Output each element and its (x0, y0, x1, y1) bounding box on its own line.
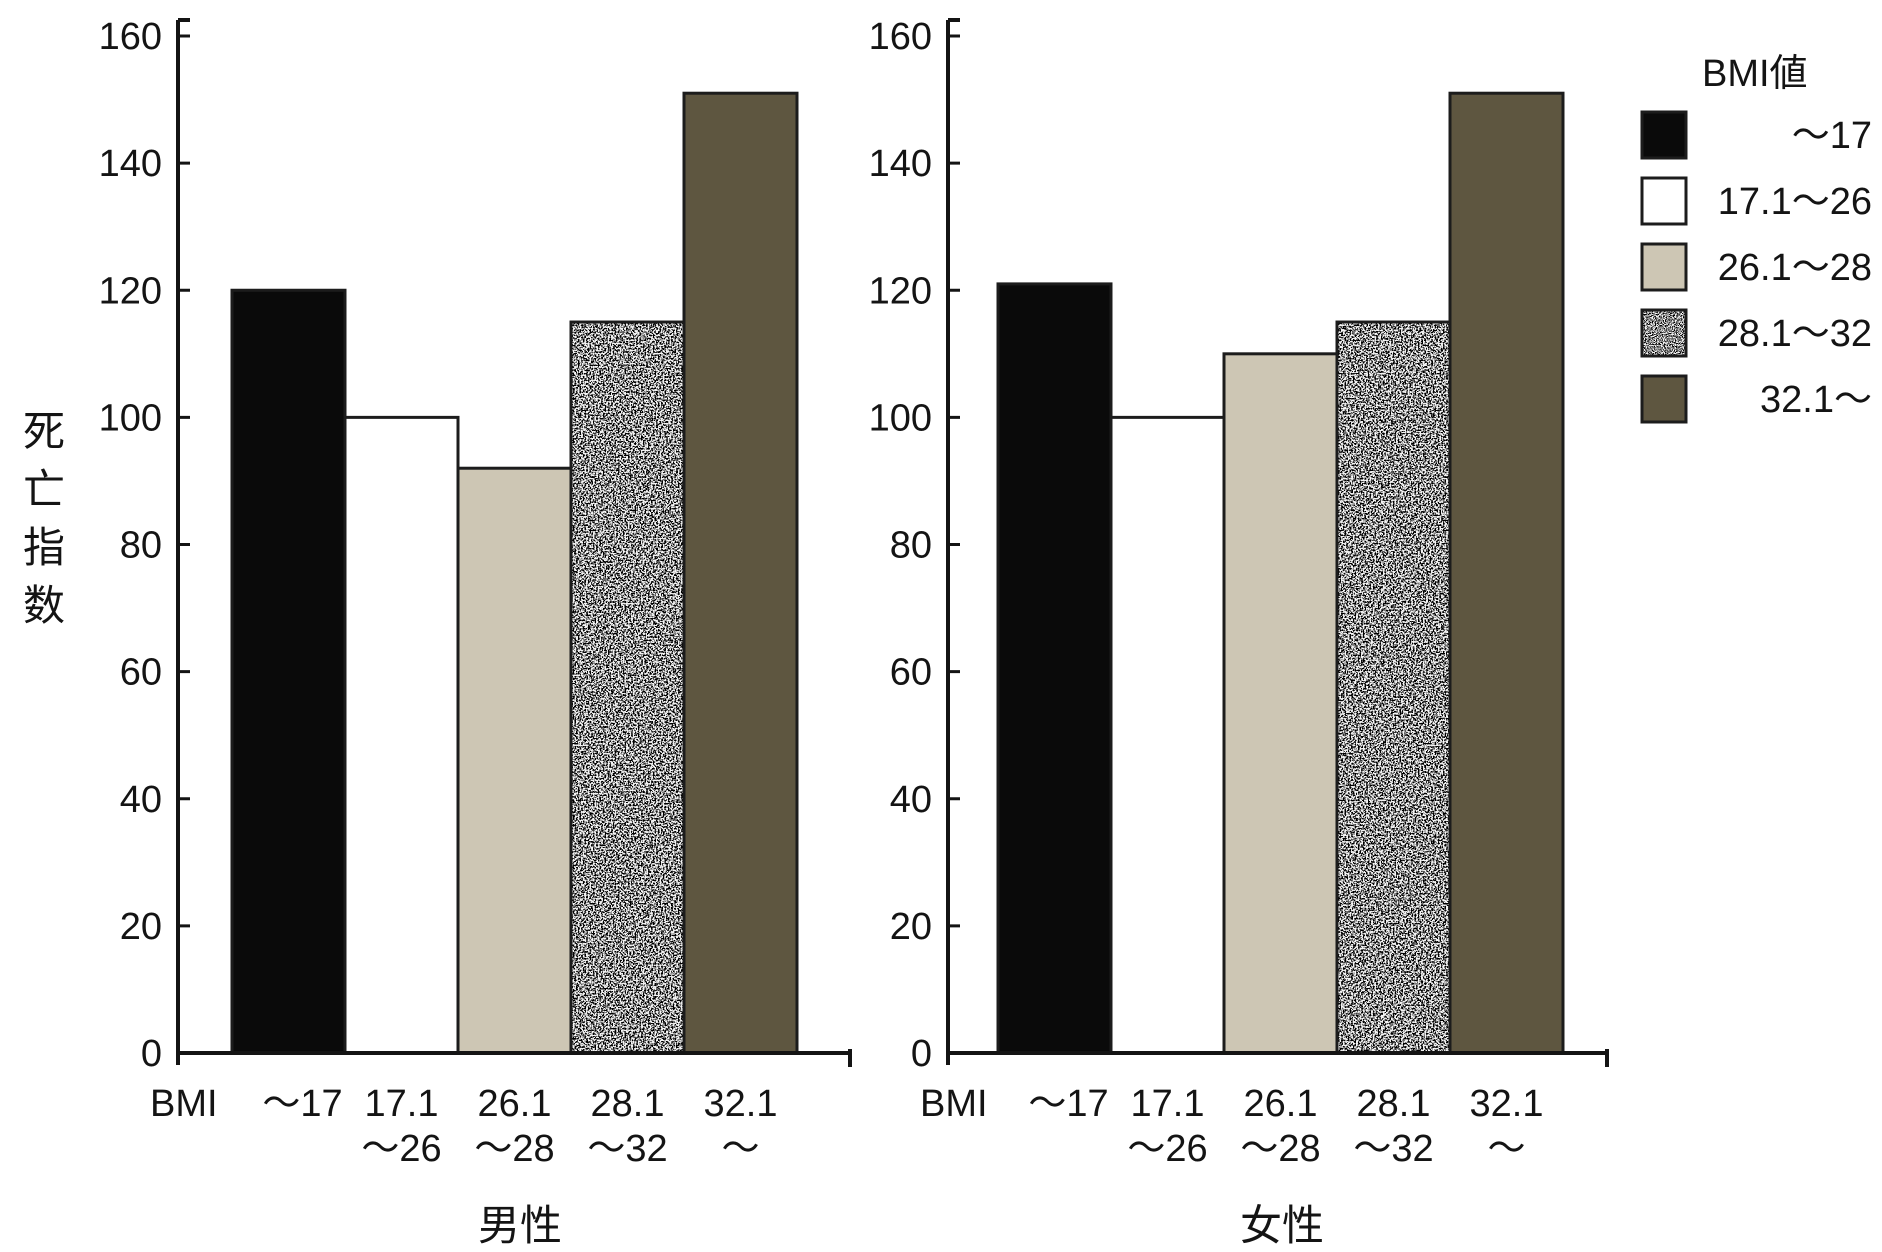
y-tick-label-1-7: 140 (869, 143, 932, 185)
legend-label-3: 28.1～32 (1718, 313, 1872, 355)
legend-swatch-outline-3 (1640, 308, 1688, 358)
x-tick-label-0-1-1: ～26 (361, 1128, 441, 1170)
legend-label-1: 17.1～26 (1718, 181, 1872, 223)
legend-swatch-0 (1640, 110, 1688, 160)
y-tick-label-1-4: 80 (890, 525, 932, 567)
x-tick-label-0-0-0: ～17 (262, 1083, 342, 1125)
x-prefix-0: BMI (150, 1083, 218, 1125)
y-tick-label-1-5: 100 (869, 397, 932, 439)
x-tick-label-1-0-0: ～17 (1028, 1083, 1108, 1125)
legend-label-2: 26.1～28 (1718, 247, 1872, 289)
y-tick-label-0-1: 20 (120, 906, 162, 948)
y-tick-label-1-0: 0 (911, 1033, 932, 1075)
x-tick-label-1-2-1: ～28 (1240, 1128, 1320, 1170)
legend-swatch-1 (1640, 176, 1688, 226)
y-tick-label-0-5: 100 (99, 397, 162, 439)
x-tick-label-1-3-0: 28.1 (1357, 1083, 1431, 1125)
y-tick-label-0-2: 40 (120, 779, 162, 821)
legend-swatch-4 (1640, 374, 1688, 424)
panel-label-0: 男性 (478, 1202, 562, 1249)
y-tick-label-0-6: 120 (99, 270, 162, 312)
x-tick-label-1-3-1: ～32 (1353, 1128, 1433, 1170)
x-tick-label-0-1-0: 17.1 (365, 1083, 439, 1125)
bar-0-4 (682, 91, 799, 1055)
bar-1-1 (1109, 415, 1226, 1055)
bar-0-0 (230, 288, 347, 1055)
bar-1-3 (1335, 320, 1452, 1055)
x-prefix-1: BMI (920, 1083, 988, 1125)
bar-1-4 (1448, 91, 1565, 1055)
bar-1-0 (996, 282, 1113, 1055)
x-tick-label-0-4-1: ～ (721, 1128, 759, 1170)
x-tick-label-1-4-0: 32.1 (1470, 1083, 1544, 1125)
y-tick-label-1-6: 120 (869, 270, 932, 312)
y-tick-label-0-8: 160 (99, 16, 162, 58)
legend-label-0: ～17 (1792, 115, 1872, 157)
y-tick-label-0-0: 0 (141, 1033, 162, 1075)
legend-title: BMI値 (1702, 53, 1808, 95)
legend-swatch-3 (1640, 308, 1688, 358)
y-tick-label-0-4: 80 (120, 525, 162, 567)
legend: BMI値 ～17 17.1～26 26.1～28 28.1～32 32.1～ (1640, 53, 1872, 424)
x-tick-label-1-2-0: 26.1 (1244, 1083, 1318, 1125)
x-tick-label-0-3-0: 28.1 (591, 1083, 665, 1125)
legend-swatch-2 (1640, 242, 1688, 292)
bar-0-2 (456, 466, 573, 1055)
y-tick-label-0-7: 140 (99, 143, 162, 185)
x-tick-label-1-1-1: ～26 (1127, 1128, 1207, 1170)
y-tick-label-0-3: 60 (120, 652, 162, 694)
panel-label-1: 女性 (1240, 1202, 1324, 1249)
y-tick-label-1-8: 160 (869, 16, 932, 58)
bar-0-3 (569, 320, 686, 1055)
x-tick-label-0-3-1: ～32 (587, 1128, 667, 1170)
bar-0-1 (343, 415, 460, 1055)
y-tick-label-1-2: 40 (890, 779, 932, 821)
x-tick-label-0-2-1: ～28 (474, 1128, 554, 1170)
x-tick-label-0-2-0: 26.1 (478, 1083, 552, 1125)
x-tick-label-0-4-0: 32.1 (704, 1083, 778, 1125)
y-tick-label-1-1: 20 (890, 906, 932, 948)
y-tick-label-1-3: 60 (890, 652, 932, 694)
x-tick-label-1-1-0: 17.1 (1131, 1083, 1205, 1125)
x-tick-label-1-4-1: ～ (1487, 1128, 1525, 1170)
legend-label-4: 32.1～ (1760, 379, 1872, 421)
y-axis-title: 死亡指数 (23, 408, 65, 629)
bar-1-2 (1222, 352, 1339, 1055)
